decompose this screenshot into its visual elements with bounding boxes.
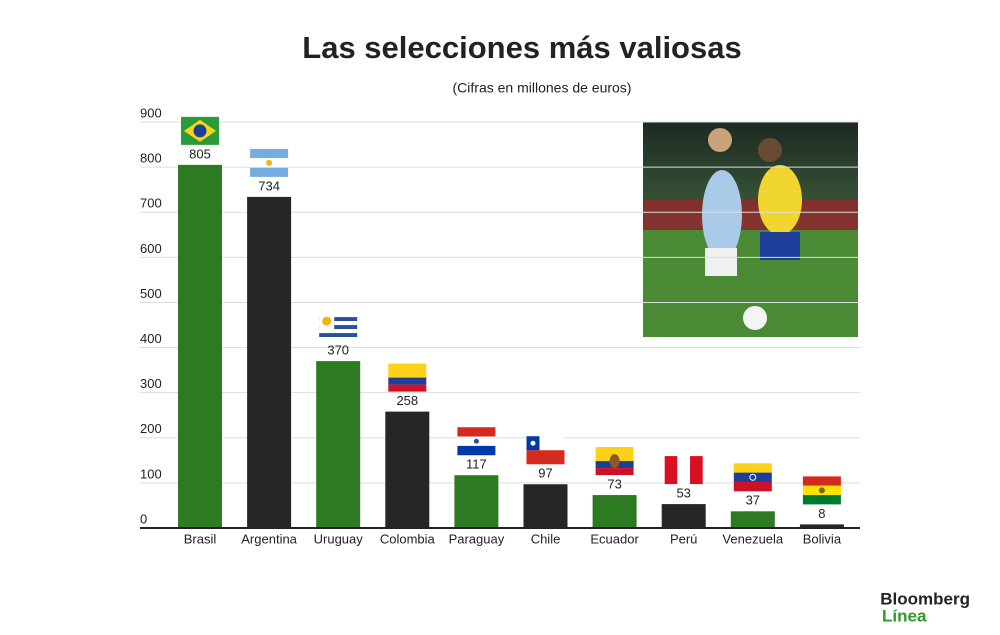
- flag-shape: [322, 316, 332, 326]
- y-tick-label: 0: [140, 511, 147, 526]
- y-tick-label: 400: [140, 331, 162, 346]
- value-label: 73: [607, 477, 621, 492]
- bar: [592, 495, 637, 528]
- value-label: 117: [466, 457, 487, 472]
- flag-stripe: [388, 384, 427, 392]
- flag-stripe: [319, 329, 358, 334]
- flag-stripe: [802, 476, 841, 486]
- bar: [247, 196, 292, 528]
- flag: [250, 148, 289, 177]
- y-tick-label: 800: [140, 151, 162, 166]
- bar: [799, 524, 844, 528]
- value-label: 97: [538, 466, 552, 481]
- value-label: 8: [818, 506, 825, 521]
- flag-stripe: [319, 321, 358, 326]
- y-tick-label: 600: [140, 241, 162, 256]
- x-tick-label: Ecuador: [590, 531, 639, 546]
- x-tick-label: Bolivia: [803, 531, 842, 546]
- x-tick-label: Brasil: [184, 531, 217, 546]
- y-tick-label: 700: [140, 196, 162, 211]
- y-tick-label: 500: [140, 286, 162, 301]
- value-label: 370: [327, 343, 349, 358]
- flag-stripe: [388, 377, 427, 385]
- flag-stripe: [526, 450, 565, 465]
- flag-stripe: [319, 313, 358, 318]
- flag-stripe: [388, 363, 427, 378]
- flag: [733, 463, 772, 492]
- value-label: 258: [396, 393, 418, 408]
- bar: [661, 504, 706, 528]
- flag-shape: [530, 440, 536, 446]
- x-tick-label: Venezuela: [722, 531, 783, 546]
- flag: [457, 427, 496, 456]
- flag: [319, 313, 358, 342]
- photo: [643, 122, 858, 337]
- flag-stripe: [457, 445, 496, 456]
- bar: [316, 361, 361, 528]
- flag-shape: [749, 473, 757, 481]
- value-label: 805: [189, 146, 211, 161]
- bar: [730, 511, 775, 528]
- flag-stripe: [250, 167, 289, 177]
- brand-line1: Bloomberg: [880, 589, 970, 608]
- flag-stripe: [733, 472, 772, 482]
- flag: [526, 436, 565, 465]
- flag-stripe: [250, 148, 289, 159]
- value-label: 53: [676, 486, 690, 501]
- flag-stripe: [733, 481, 772, 492]
- flag: [181, 116, 219, 145]
- flag: [388, 363, 427, 392]
- bar: [385, 411, 430, 528]
- x-tick-label: Perú: [670, 531, 697, 546]
- x-tick-label: Colombia: [380, 531, 436, 546]
- bar: [178, 164, 222, 528]
- flag-shape: [473, 438, 479, 444]
- flag-stripe: [319, 333, 358, 338]
- flag-stripe: [319, 337, 358, 342]
- value-label: 37: [746, 493, 760, 508]
- x-tick-label: Paraguay: [449, 531, 505, 546]
- chart-subtitle: (Cifras en millones de euros): [453, 80, 632, 96]
- flag-stripe: [733, 463, 772, 473]
- y-tick-label: 200: [140, 421, 162, 436]
- brand-line2: Línea: [882, 606, 927, 625]
- x-tick-label: Chile: [531, 531, 561, 546]
- flag-stripe: [802, 495, 841, 505]
- flag-stripe: [690, 456, 703, 485]
- flag-stripe: [595, 468, 634, 476]
- flag: [595, 447, 634, 476]
- flag: [664, 456, 703, 485]
- y-tick-label: 100: [140, 466, 162, 481]
- flag-stripe: [457, 427, 496, 437]
- flag-stripe: [319, 317, 358, 322]
- x-tick-label: Argentina: [241, 531, 297, 546]
- flag-stripe: [677, 456, 691, 485]
- flag: [802, 476, 841, 505]
- flag-shape: [609, 454, 620, 469]
- flag-stripe: [664, 456, 678, 485]
- flag-shape: [818, 487, 825, 494]
- flag-shape: [266, 159, 273, 166]
- chart-title: Las selecciones más valiosas: [302, 30, 741, 65]
- y-tick-label: 900: [140, 105, 162, 120]
- x-tick-label: Uruguay: [314, 531, 364, 546]
- flag-stripe: [319, 325, 358, 330]
- y-tick-label: 300: [140, 376, 162, 391]
- bar: [454, 475, 499, 528]
- value-label: 734: [258, 178, 280, 193]
- bar: [523, 484, 568, 528]
- flag-shape: [193, 124, 207, 138]
